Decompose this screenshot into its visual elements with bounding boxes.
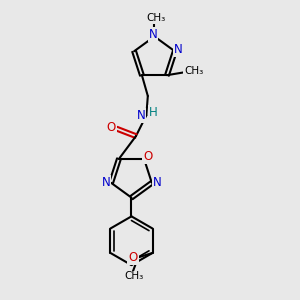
Text: N: N [101,176,110,189]
Text: N: N [136,109,146,122]
Text: CH₃: CH₃ [184,66,203,76]
Text: N: N [174,43,183,56]
Text: N: N [148,28,157,40]
Text: H: H [148,106,157,119]
Text: N: N [153,176,162,189]
Text: CH₃: CH₃ [146,13,166,23]
Text: CH₃: CH₃ [124,272,143,281]
Text: O: O [128,251,138,265]
Text: O: O [106,121,116,134]
Text: O: O [143,150,152,163]
